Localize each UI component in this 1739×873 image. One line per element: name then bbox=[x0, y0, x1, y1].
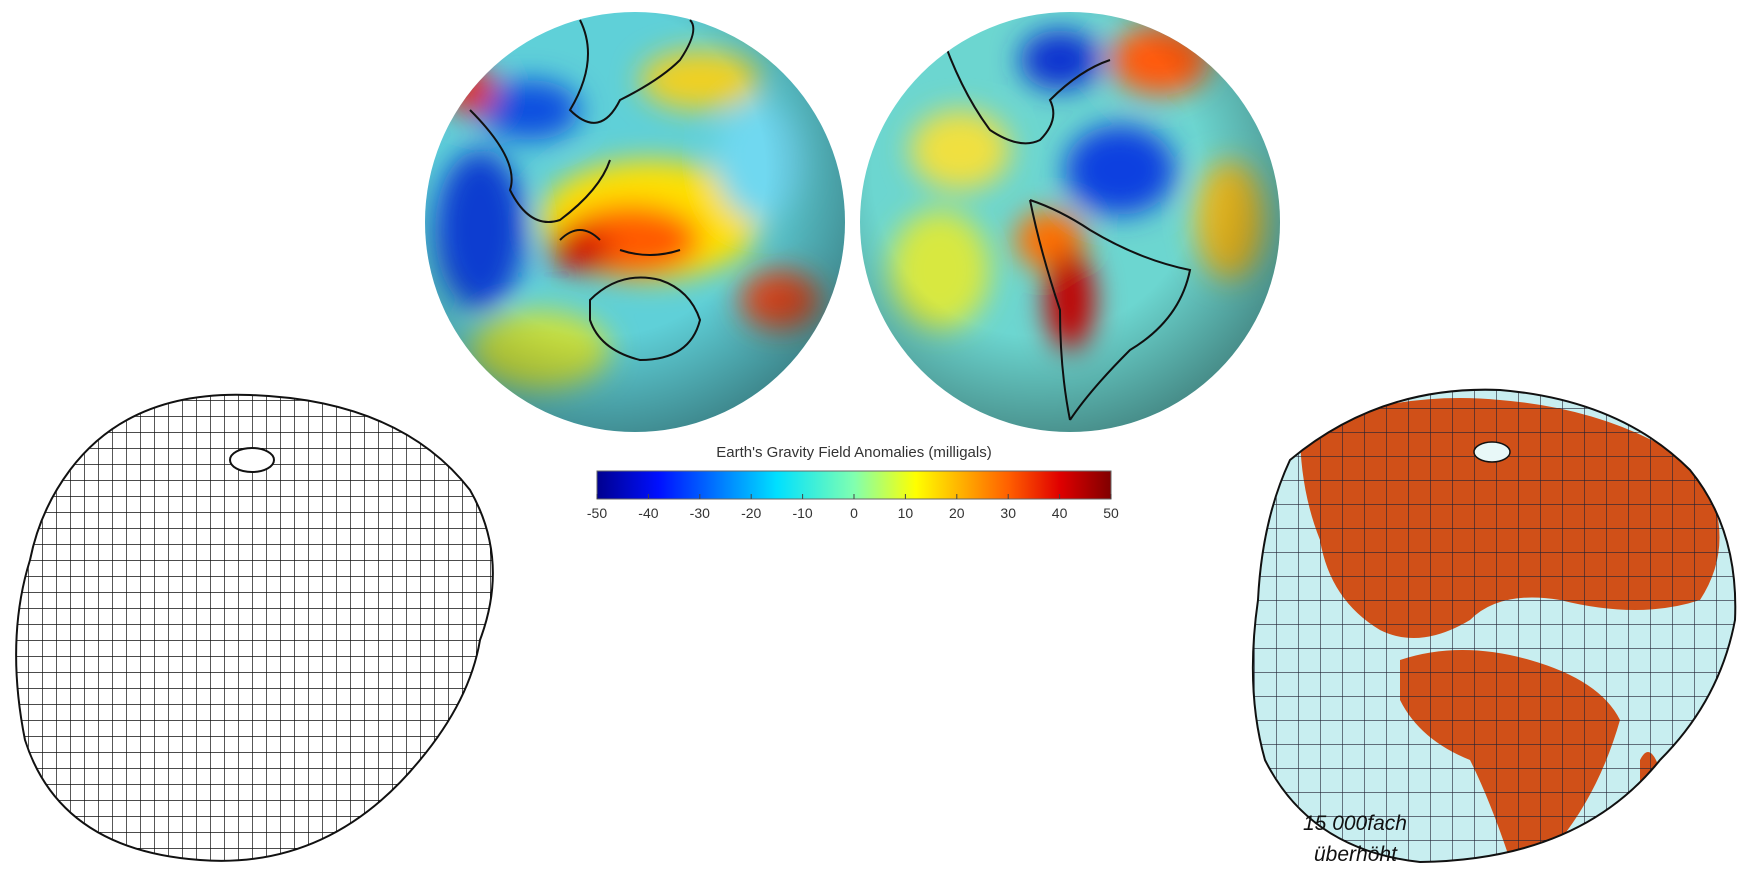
colorbar-tick-label: -40 bbox=[638, 505, 658, 521]
colorbar-tick-label: -10 bbox=[792, 505, 812, 521]
colorbar-tick-label: -50 bbox=[587, 505, 607, 521]
colorbar-tick-label: 10 bbox=[898, 505, 914, 521]
caption-line: überhöht bbox=[1314, 843, 1398, 866]
colorbar: Earth's Gravity Field Anomalies (milliga… bbox=[587, 444, 1119, 521]
page: {"colorbar": {"title": "Earth's Gravity … bbox=[0, 0, 1739, 873]
gravity-globe-right bbox=[860, 12, 1280, 432]
illustration: Earth's Gravity Field Anomalies (milliga… bbox=[0, 0, 1739, 873]
colorbar-tick-label: 50 bbox=[1103, 505, 1119, 521]
caption-line: 15 000fach bbox=[1303, 812, 1407, 835]
gravity-globe-left bbox=[425, 12, 845, 432]
continent-geoid bbox=[1240, 380, 1739, 873]
colorbar-tick-label: 20 bbox=[949, 505, 965, 521]
wireframe-geoid bbox=[0, 380, 520, 873]
colorbar-title: Earth's Gravity Field Anomalies (milliga… bbox=[716, 444, 991, 461]
colorbar-tick-label: 40 bbox=[1052, 505, 1068, 521]
colorbar-tick-label: -20 bbox=[741, 505, 761, 521]
colorbar-tick-label: 30 bbox=[1000, 505, 1016, 521]
colorbar-tick-label: -30 bbox=[690, 505, 710, 521]
colorbar-tick-label: 0 bbox=[850, 505, 858, 521]
